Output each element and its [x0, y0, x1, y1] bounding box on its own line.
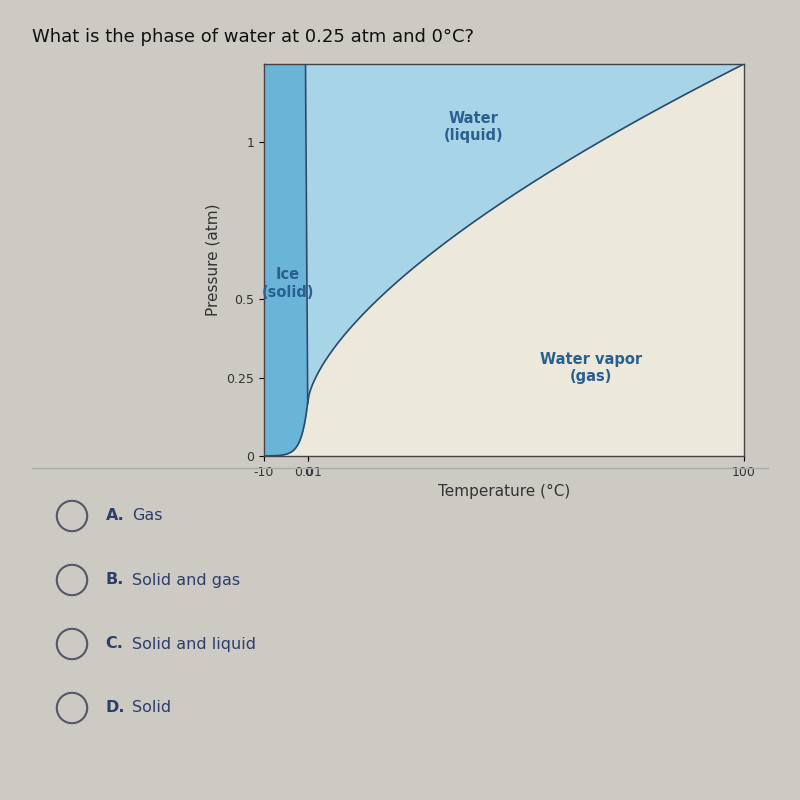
Text: Solid and gas: Solid and gas [132, 573, 240, 587]
Text: Solid and liquid: Solid and liquid [132, 637, 256, 651]
Text: B.: B. [106, 573, 124, 587]
Text: What is the phase of water at 0.25 atm and 0°C?: What is the phase of water at 0.25 atm a… [32, 28, 474, 46]
Text: Water
(liquid): Water (liquid) [444, 110, 503, 143]
X-axis label: Temperature (°C): Temperature (°C) [438, 484, 570, 499]
Polygon shape [306, 64, 744, 402]
Text: C.: C. [106, 637, 123, 651]
Text: Water vapor
(gas): Water vapor (gas) [540, 352, 642, 384]
Text: D.: D. [106, 701, 125, 715]
Text: Ice
(solid): Ice (solid) [262, 267, 314, 300]
Polygon shape [264, 64, 308, 456]
Y-axis label: Pressure (atm): Pressure (atm) [206, 204, 221, 316]
Text: A.: A. [106, 509, 124, 523]
Text: Solid: Solid [132, 701, 171, 715]
Text: Gas: Gas [132, 509, 162, 523]
